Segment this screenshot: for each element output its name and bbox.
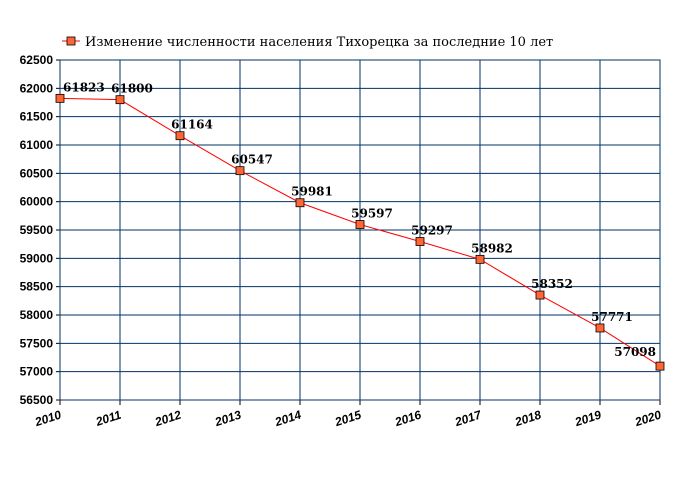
y-tick-label: 62500 (20, 53, 54, 67)
data-point (235, 166, 245, 176)
y-tick-label: 60500 (20, 166, 54, 180)
y-tick-label: 60000 (20, 195, 54, 209)
legend-marker (66, 36, 76, 46)
y-tick-label: 61000 (20, 138, 54, 152)
data-label: 60547 (231, 153, 273, 167)
data-point (535, 290, 545, 300)
y-tick-label: 61500 (20, 110, 54, 124)
data-point (655, 361, 665, 371)
data-label: 61800 (111, 82, 153, 96)
x-tick-label: 2015 (332, 407, 363, 429)
series (55, 93, 665, 371)
x-tick-label: 2014 (272, 407, 303, 429)
data-labels: 61823 61800 61164 60547 59981 59597 59297 58982… (63, 80, 656, 359)
x-axis-ticks: 2010 2011 2012 2013 2014 2015 2016 2017 2018 2019… (32, 407, 663, 429)
data-label: 58982 (471, 241, 513, 255)
data-point (115, 95, 125, 105)
data-point (355, 220, 365, 229)
legend-label: Изменение численности населения Тихорецк… (85, 35, 553, 50)
y-tick-label: 57000 (20, 365, 54, 379)
data-label: 59297 (411, 224, 453, 238)
grid (56, 59, 661, 405)
x-tick-label: 2018 (512, 407, 543, 429)
data-point (55, 93, 65, 103)
y-tick-label: 57500 (20, 336, 54, 350)
data-point (475, 254, 485, 264)
y-tick-label: 59000 (20, 251, 54, 265)
data-label: 59981 (291, 185, 333, 199)
y-tick-label: 59500 (20, 223, 54, 237)
y-tick-label: 58500 (20, 280, 54, 294)
x-tick-label: 2019 (572, 407, 603, 429)
y-axis-ticks: 56500 57000 57500 58000 58500 59000 59500 60000… (20, 53, 54, 407)
y-tick-label: 58000 (20, 308, 54, 322)
x-tick-label: 2011 (93, 407, 123, 429)
y-tick-label: 56500 (20, 393, 54, 407)
data-label: 61164 (171, 118, 213, 132)
data-label: 61823 (63, 80, 105, 94)
data-label: 57771 (591, 310, 633, 324)
x-tick-label: 2013 (212, 407, 243, 429)
x-tick-label: 2012 (152, 407, 183, 429)
x-tick-label: 2020 (632, 407, 663, 429)
x-tick-label: 2017 (452, 407, 484, 429)
data-point (595, 323, 605, 333)
x-tick-label: 2016 (392, 407, 423, 429)
x-tick-label: 2010 (32, 407, 63, 429)
data-label: 59597 (351, 207, 393, 221)
y-tick-label: 62000 (20, 81, 54, 95)
data-point (415, 237, 425, 246)
data-point (175, 131, 185, 141)
data-label: 58352 (531, 277, 573, 291)
data-point (295, 198, 305, 208)
data-label: 57098 (614, 345, 656, 359)
plot-border (59, 59, 661, 401)
chart-legend: Изменение численности населения Тихорецк… (62, 35, 553, 50)
